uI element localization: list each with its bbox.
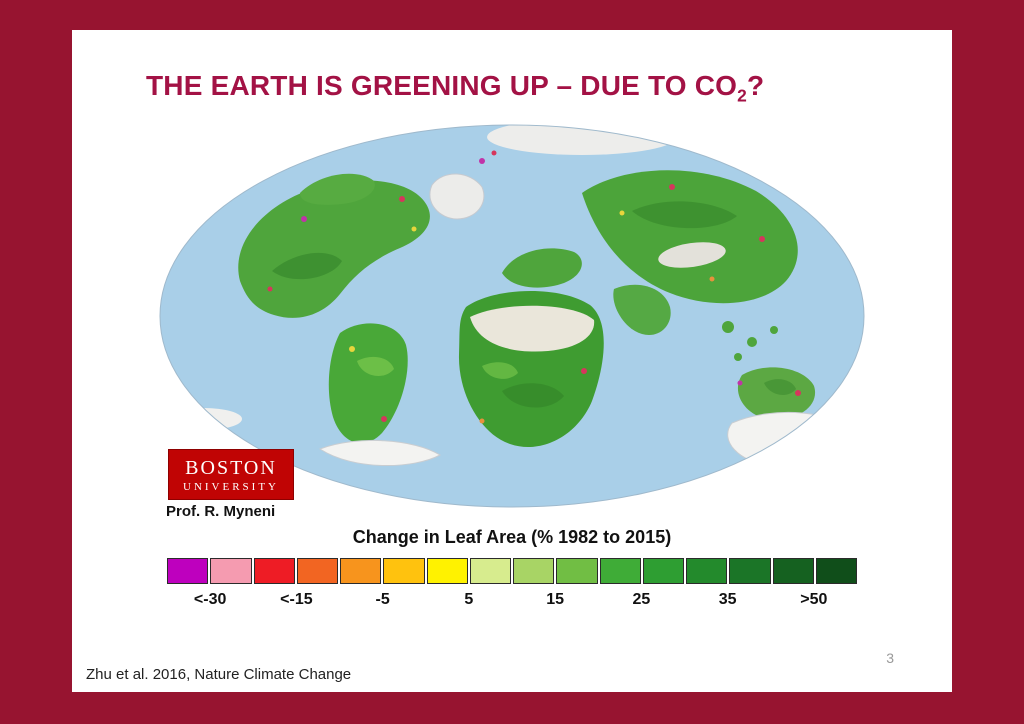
slide: THE EARTH IS GREENING UP – DUE TO CO2? xyxy=(72,30,952,692)
page-number: 3 xyxy=(886,650,894,666)
island xyxy=(770,325,778,334)
legend-color-swatch xyxy=(296,557,338,584)
legend-color-swatch xyxy=(340,557,382,584)
slide-title: THE EARTH IS GREENING UP – DUE TO CO2? xyxy=(146,70,952,107)
legend-tick-label: 5 xyxy=(464,590,474,608)
legend-tick-label: <-30 xyxy=(193,590,227,608)
legend-color-swatch xyxy=(729,557,771,584)
tibet-plateau xyxy=(658,241,726,268)
legend-color-swatch xyxy=(469,557,511,584)
island xyxy=(747,336,757,347)
professor-credit: Prof. R. Myneni xyxy=(166,502,276,520)
legend-color-swatch xyxy=(426,557,468,584)
south-america xyxy=(328,322,408,443)
middle-east-india xyxy=(613,284,671,335)
boston-university-logo: BOSTON UNIVERSITY xyxy=(168,448,294,500)
legend-colorbar xyxy=(167,557,857,584)
bu-logo-line2: UNIVERSITY xyxy=(183,480,279,493)
legend-color-swatch xyxy=(556,557,598,584)
legend-ticks: <-30 <-15 -5 5 15 25 35 >50 xyxy=(167,591,857,609)
legend-tick-label: 15 xyxy=(546,590,565,608)
bu-logo-line1: BOSTON xyxy=(185,456,277,479)
map-figure: BOSTON UNIVERSITY Prof. R. Myneni xyxy=(152,121,872,520)
legend-tick-label: >50 xyxy=(800,590,828,608)
vegetation-texture xyxy=(272,200,796,408)
legend-color-swatch xyxy=(513,557,555,584)
slide-title-subscript: 2 xyxy=(737,85,747,106)
world-map xyxy=(159,124,865,508)
cloud-left xyxy=(166,407,242,430)
legend-color-swatch xyxy=(815,557,857,584)
legend-title: Change in Leaf Area (% 1982 to 2015) xyxy=(352,526,672,547)
island xyxy=(722,320,734,333)
slide-title-text: THE EARTH IS GREENING UP – DUE TO CO xyxy=(146,70,738,101)
legend-color-swatch xyxy=(210,557,252,584)
alaska xyxy=(300,173,375,205)
legend-tick-label: 25 xyxy=(632,590,651,608)
legend-tick-label: -5 xyxy=(375,590,390,608)
legend-color-swatch xyxy=(772,557,814,584)
citation: Zhu et al. 2016, Nature Climate Change xyxy=(86,666,352,683)
legend-color-swatch xyxy=(253,557,295,584)
sahara-desert xyxy=(470,305,595,352)
legend-color-swatch xyxy=(642,557,684,584)
antarctica-left xyxy=(318,439,442,466)
legend-color-swatch xyxy=(686,557,728,584)
asia xyxy=(582,169,798,303)
europe xyxy=(502,247,582,288)
greenland xyxy=(429,173,485,220)
legend-tick-label: 35 xyxy=(718,590,737,608)
legend-color-swatch xyxy=(383,557,425,584)
legend-color-swatch xyxy=(167,557,209,584)
north-america xyxy=(238,179,430,318)
map-legend: Change in Leaf Area (% 1982 to 2015) <-3… xyxy=(167,527,857,609)
slide-title-suffix: ? xyxy=(747,70,765,101)
legend-tick-label: <-15 xyxy=(280,590,313,608)
australia xyxy=(737,366,816,419)
island xyxy=(734,352,742,361)
change-speckles xyxy=(267,150,801,424)
legend-color-swatch xyxy=(599,557,641,584)
